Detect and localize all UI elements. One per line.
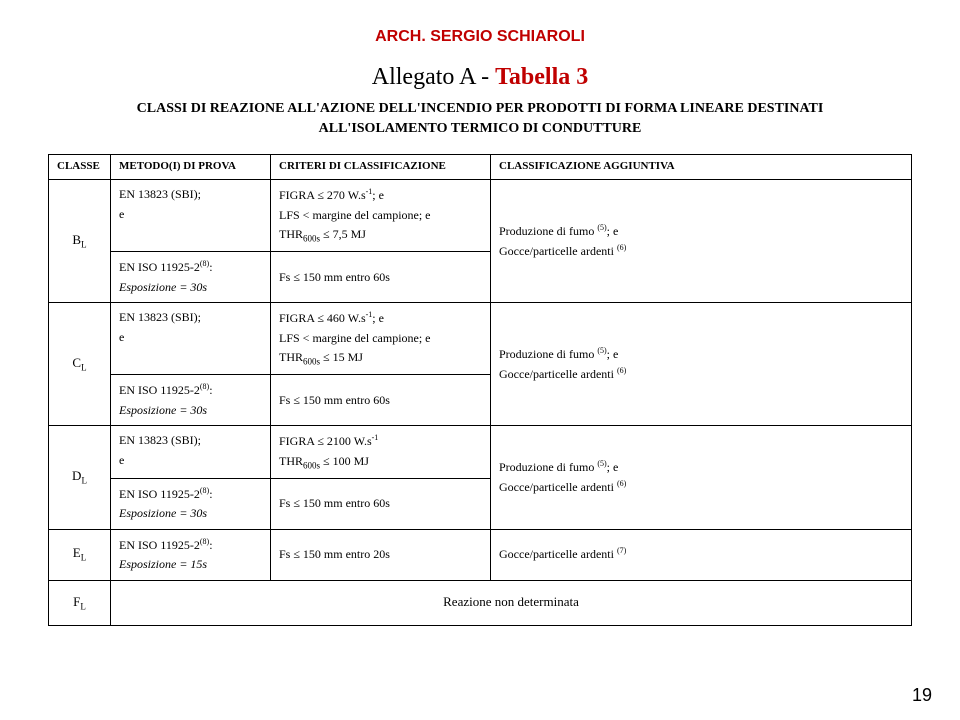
metodo-d-a: EN 13823 (SBI); e	[111, 426, 271, 479]
metodo-c-a: EN 13823 (SBI); e	[111, 303, 271, 375]
criteri-b-a: FIGRA ≤ 270 W.s-1; e LFS < margine del c…	[271, 180, 491, 252]
col-metodo: METODO(I) DI PROVA	[111, 155, 271, 180]
metodo-e: EN ISO 11925-2(8): Esposizione = 15s	[111, 529, 271, 580]
agg-c: Produzione di fumo (5); e Gocce/particel…	[491, 303, 912, 426]
criteri-d-a: FIGRA ≤ 2100 W.s-1 THR600s ≤ 100 MJ	[271, 426, 491, 479]
criteri-d-b: Fs ≤ 150 mm entro 60s	[271, 478, 491, 529]
title-plain: Allegato A -	[372, 64, 495, 90]
title: Allegato A - Tabella 3	[48, 64, 912, 91]
criteri-e: Fs ≤ 150 mm entro 20s	[271, 529, 491, 580]
classe-c: CL	[49, 303, 111, 426]
col-criteri: CRITERI DI CLASSIFICAZIONE	[271, 155, 491, 180]
table-row: BL EN 13823 (SBI); e FIGRA ≤ 270 W.s-1; …	[49, 180, 912, 252]
metodo-b-b: EN ISO 11925-2(8): Esposizione = 30s	[111, 252, 271, 303]
table-header-row: CLASSE METODO(I) DI PROVA CRITERI DI CLA…	[49, 155, 912, 180]
criteri-c-a: FIGRA ≤ 460 W.s-1; e LFS < margine del c…	[271, 303, 491, 375]
table-row: EL EN ISO 11925-2(8): Esposizione = 15s …	[49, 529, 912, 580]
col-agg: CLASSIFICAZIONE AGGIUNTIVA	[491, 155, 912, 180]
subtitle-line1: CLASSI DI REAZIONE ALL'AZIONE DELL'INCEN…	[137, 101, 824, 116]
classe-f: FL	[49, 580, 111, 626]
subtitle: CLASSI DI REAZIONE ALL'AZIONE DELL'INCEN…	[48, 99, 912, 138]
reaction-f: Reazione non determinata	[111, 580, 912, 626]
agg-b: Produzione di fumo (5); e Gocce/particel…	[491, 180, 912, 303]
metodo-d-b: EN ISO 11925-2(8): Esposizione = 30s	[111, 478, 271, 529]
classe-d: DL	[49, 426, 111, 530]
agg-e: Gocce/particelle ardenti (7)	[491, 529, 912, 580]
table-row: DL EN 13823 (SBI); e FIGRA ≤ 2100 W.s-1 …	[49, 426, 912, 479]
metodo-b-a: EN 13823 (SBI); e	[111, 180, 271, 252]
classe-e: EL	[49, 529, 111, 580]
title-red: Tabella 3	[495, 64, 588, 90]
classe-b: BL	[49, 180, 111, 303]
col-classe: CLASSE	[49, 155, 111, 180]
document-header: ARCH. SERGIO SCHIAROLI	[48, 28, 912, 46]
metodo-c-b: EN ISO 11925-2(8): Esposizione = 30s	[111, 375, 271, 426]
page-number: 19	[912, 685, 932, 706]
criteri-b-b: Fs ≤ 150 mm entro 60s	[271, 252, 491, 303]
table-row: FL Reazione non determinata	[49, 580, 912, 626]
table-row: CL EN 13823 (SBI); e FIGRA ≤ 460 W.s-1; …	[49, 303, 912, 375]
agg-d: Produzione di fumo (5); e Gocce/particel…	[491, 426, 912, 530]
criteri-c-b: Fs ≤ 150 mm entro 60s	[271, 375, 491, 426]
classification-table: CLASSE METODO(I) DI PROVA CRITERI DI CLA…	[48, 154, 912, 626]
subtitle-line2: ALL'ISOLAMENTO TERMICO DI CONDUTTURE	[319, 121, 642, 136]
